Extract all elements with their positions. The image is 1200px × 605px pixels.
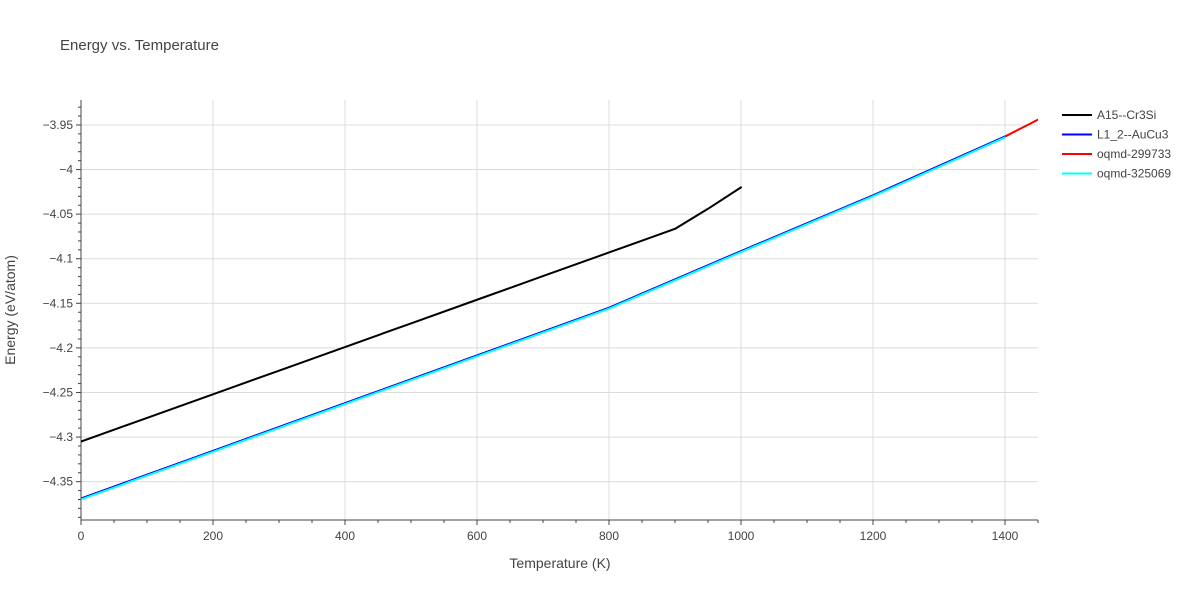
x-tick-label: 1000 (728, 529, 755, 543)
tick-labels: 0 200 400 600 800 1000 1200 1400 −4.35 −4.3 −4.25 −… (43, 118, 1019, 543)
legend-label-l1-2-aucu3: L1_2--AuCu3 (1097, 128, 1169, 142)
legend-label-oqmd-325069: oqmd-325069 (1097, 167, 1171, 181)
y-tick-label: −4.15 (43, 296, 74, 310)
grid (81, 100, 1038, 520)
y-tick-label: −4.3 (49, 430, 73, 444)
x-tick-label: 1400 (992, 529, 1019, 543)
x-tick-label: 0 (78, 529, 85, 543)
y-axis-title: Energy (eV/atom) (2, 255, 18, 365)
x-tick-label: 600 (467, 529, 487, 543)
x-axis-title: Temperature (K) (509, 555, 610, 571)
legend-label-oqmd-299733: oqmd-299733 (1097, 147, 1171, 161)
y-tick-label: −4.2 (49, 341, 73, 355)
axes (76, 100, 1039, 525)
chart-title: Energy vs. Temperature (60, 37, 219, 54)
series-line-oqmd-299733 (81, 118, 1038, 500)
series-line-oqmd-325069 (81, 136, 1006, 501)
x-tick-label: 800 (599, 529, 619, 543)
legend: A15--Cr3Si L1_2--AuCu3 oqmd-299733 oqmd-325… (1062, 108, 1171, 181)
x-tick-label: 200 (203, 529, 223, 543)
y-tick-label: −3.95 (43, 118, 74, 132)
legend-label-a15-cr3si: A15--Cr3Si (1097, 108, 1156, 122)
y-tick-label: −4.05 (43, 207, 74, 221)
series-line-a15-cr3si (81, 186, 742, 443)
plot-area (81, 118, 1038, 501)
x-tick-label: 400 (335, 529, 355, 543)
y-tick-label: −4 (59, 163, 73, 177)
y-tick-label: −4.35 (43, 475, 74, 489)
y-tick-label: −4.1 (49, 252, 73, 266)
series-line-l1-2-aucu3 (81, 135, 1006, 500)
x-tick-label: 1200 (860, 529, 887, 543)
y-tick-label: −4.25 (43, 385, 74, 399)
